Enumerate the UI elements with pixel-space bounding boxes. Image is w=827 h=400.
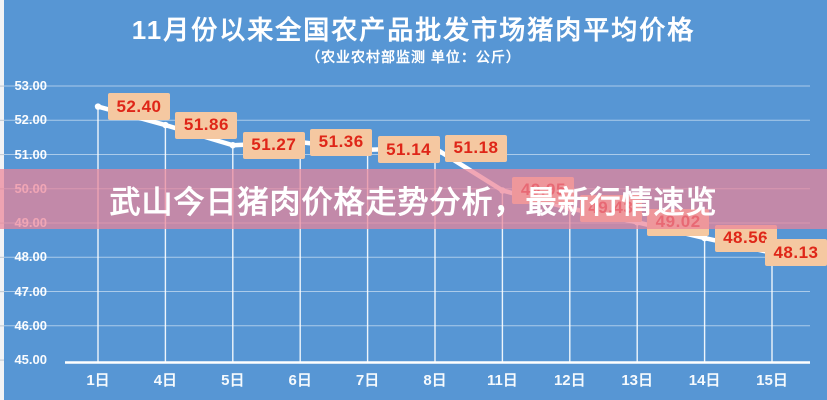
headline-text: 武山今日猪肉价格走势分析，最新行情速览 bbox=[109, 184, 718, 220]
y-tick-label: 52.00 bbox=[14, 112, 47, 128]
x-tick-label: 11日 bbox=[486, 372, 518, 389]
data-point-marker bbox=[229, 142, 236, 149]
x-tick-label: 15日 bbox=[756, 372, 788, 389]
x-tick-label: 6日 bbox=[288, 372, 312, 389]
x-tick-label: 14日 bbox=[688, 372, 721, 389]
data-point-marker bbox=[701, 234, 708, 242]
x-tick-label: 8日 bbox=[423, 372, 447, 389]
axis-tick-stub bbox=[0, 359, 4, 361]
data-label: 51.86 bbox=[175, 111, 238, 139]
axis-tick-stub bbox=[0, 291, 4, 293]
x-tick-label: 13日 bbox=[621, 372, 654, 389]
y-tick-label: 53.00 bbox=[14, 78, 47, 93]
x-tick-label: 12日 bbox=[553, 372, 586, 389]
x-tick-label: 7日 bbox=[355, 372, 380, 389]
headline-overlay-band: 武山今日猪肉价格走势分析，最新行情速览 bbox=[0, 169, 827, 229]
data-label: 52.40 bbox=[108, 93, 170, 121]
chart-subtitle: （农业农村部监测 单位：公斤） bbox=[306, 49, 521, 65]
data-label: 48.13 bbox=[765, 239, 827, 267]
y-tick-label: 46.00 bbox=[14, 317, 47, 333]
data-label: 51.18 bbox=[445, 134, 507, 162]
chart-title: 11月份以来全国农产品批发市场猪肉平均价格 bbox=[131, 15, 696, 45]
data-label: 51.27 bbox=[242, 131, 305, 159]
x-tick-label: 5日 bbox=[221, 372, 245, 389]
data-point-marker bbox=[162, 121, 169, 129]
data-label: 51.14 bbox=[377, 136, 440, 164]
y-tick-label: 47.00 bbox=[14, 283, 47, 299]
axis-tick-stub bbox=[0, 325, 4, 327]
y-tick-label: 45.00 bbox=[14, 352, 47, 367]
x-tick-label: 4日 bbox=[153, 372, 178, 389]
data-label: 51.36 bbox=[310, 128, 373, 156]
y-tick-label: 51.00 bbox=[14, 146, 47, 162]
data-point-marker bbox=[94, 103, 102, 110]
axis-tick-stub bbox=[0, 119, 4, 121]
axis-tick-stub bbox=[0, 154, 4, 156]
axis-tick-stub bbox=[0, 256, 4, 258]
x-tick-label: 1日 bbox=[86, 372, 110, 389]
axis-tick-stub bbox=[0, 85, 4, 87]
y-tick-label: 48.00 bbox=[14, 249, 47, 265]
